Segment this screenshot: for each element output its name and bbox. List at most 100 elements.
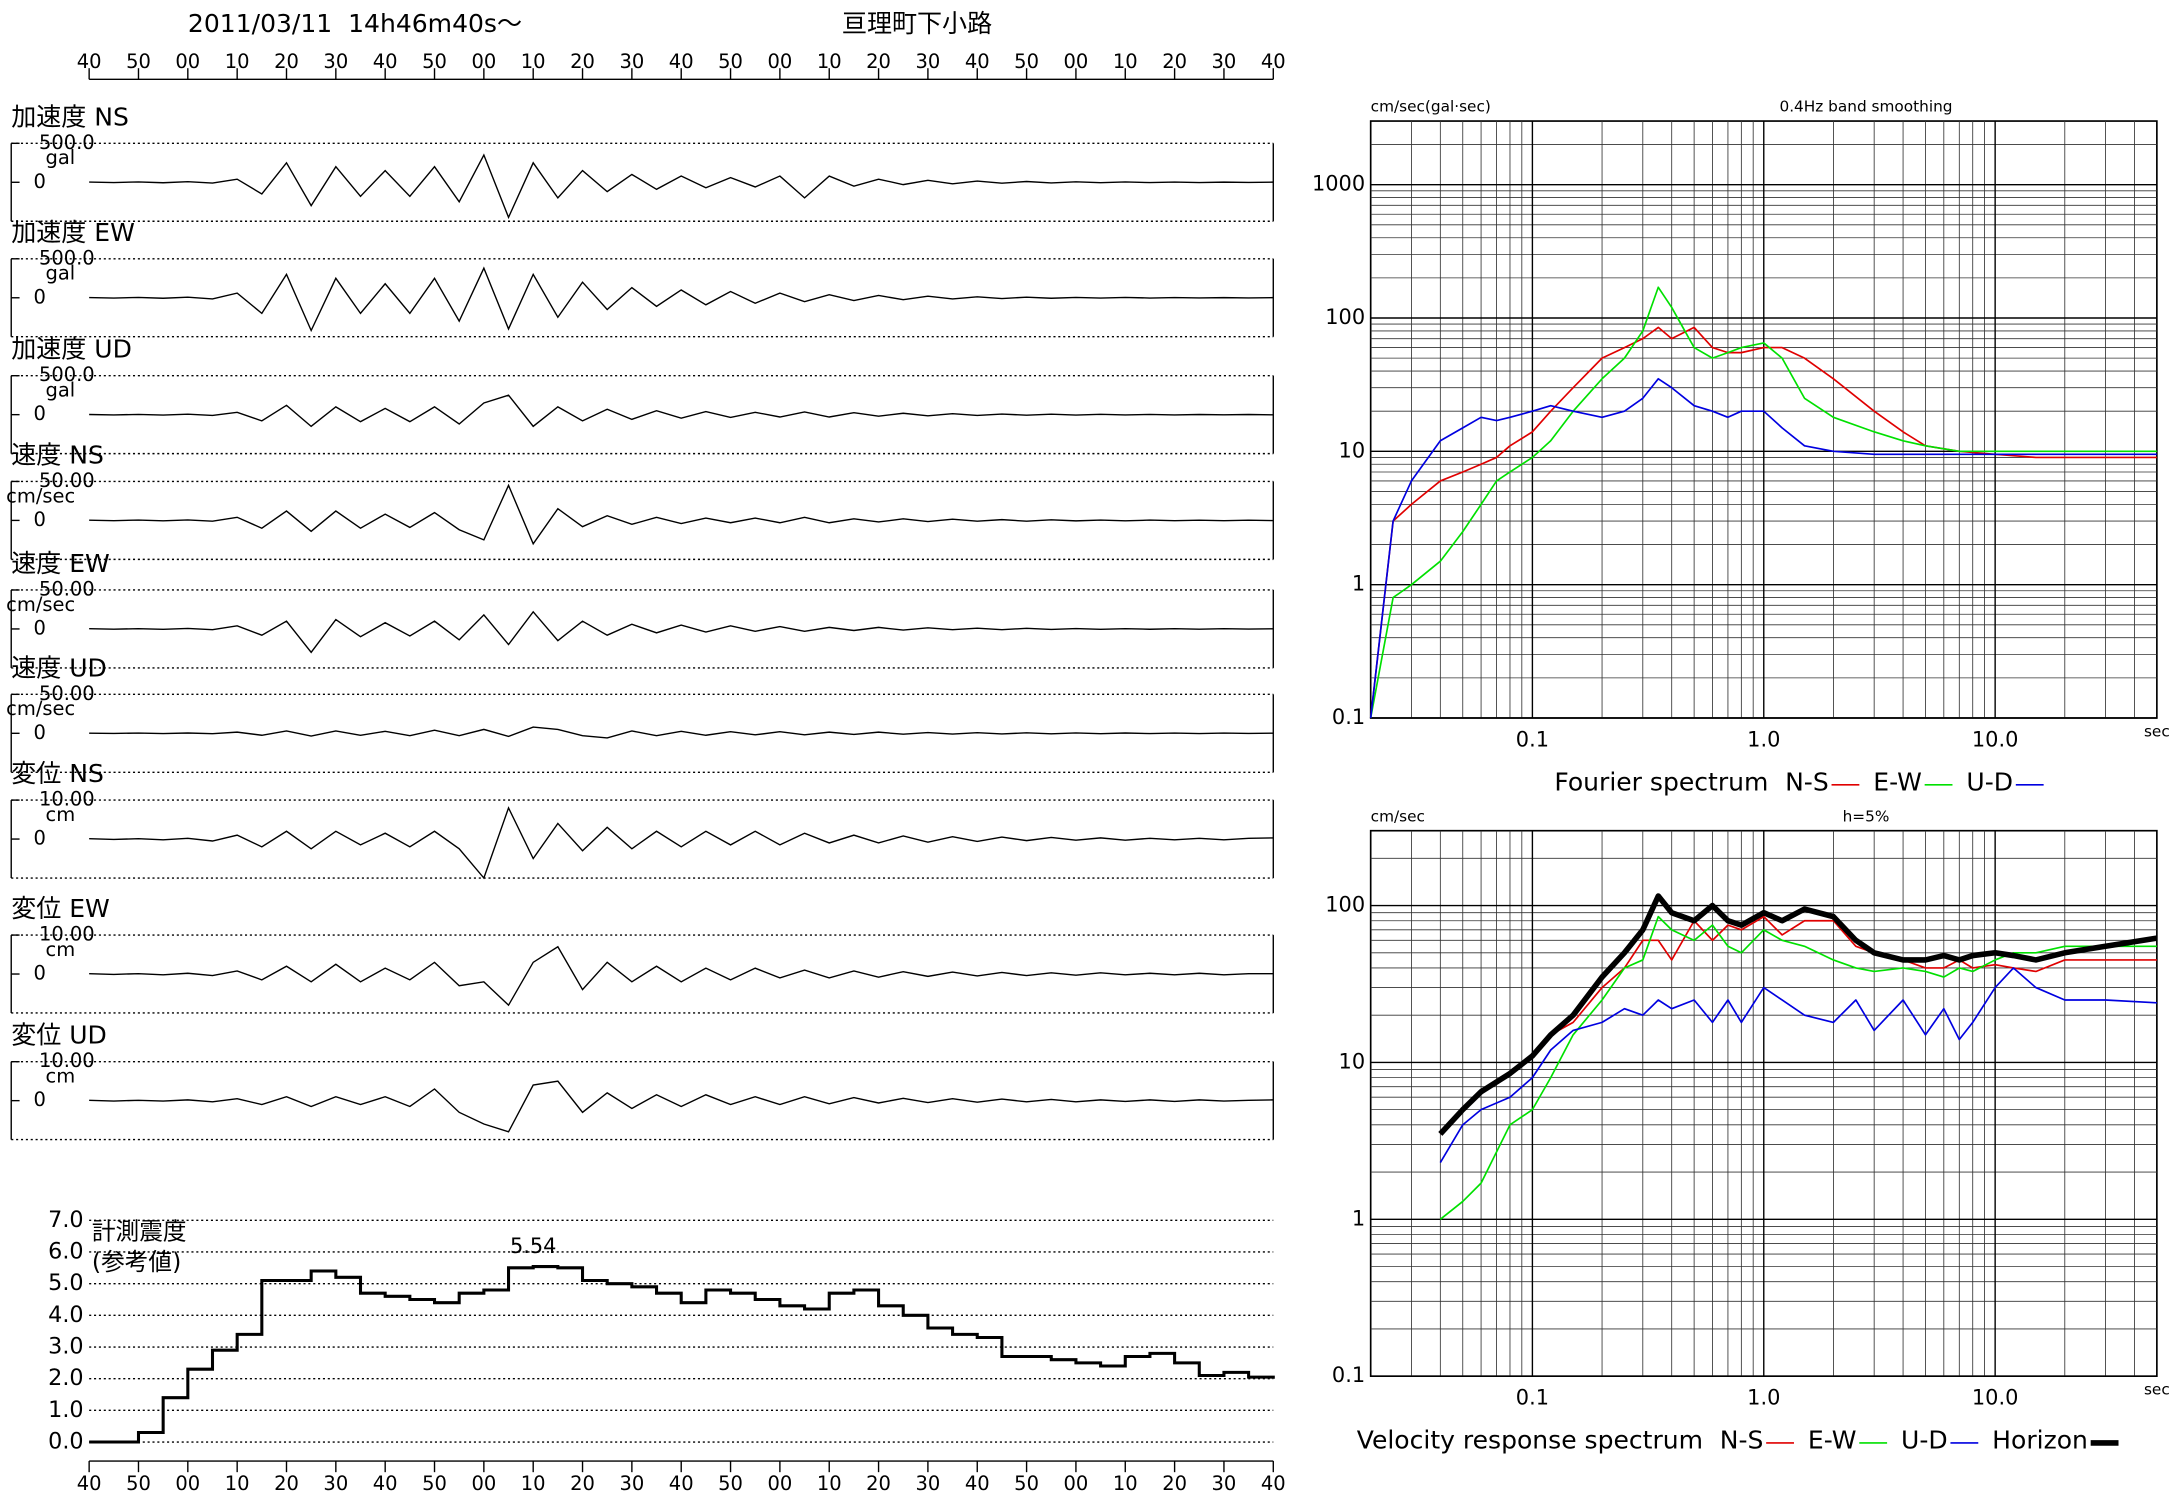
x-tick-label: 10 (817, 50, 842, 73)
y-tick-label: 50.00 (39, 682, 95, 705)
trace-label: 速度 NS (11, 440, 104, 469)
spectrum-line (1369, 377, 2157, 719)
x-tick-label: 30 (323, 50, 348, 73)
x-tick-label: 50 (718, 50, 743, 73)
unit-label: gal (46, 379, 76, 402)
x-tick-label: 20 (570, 1472, 595, 1495)
x-tick-label: 50 (422, 50, 447, 73)
x-tick-label: 1.0 (1747, 727, 1780, 751)
trace-label: 加速度 UD (11, 335, 132, 364)
x-tick-label: 30 (323, 1472, 348, 1495)
x-tick-label: 40 (1261, 1472, 1286, 1495)
y-tick-label: 0 (33, 616, 45, 639)
legend-label: Horizon (1992, 1426, 2088, 1455)
y-tick-label: 500.0 (39, 363, 95, 386)
y-tick-label: 0.1 (1332, 1363, 1365, 1387)
x-tick-label: 20 (274, 1472, 299, 1495)
unit-label: cm/sec (6, 593, 75, 616)
x-tick-label: 50 (718, 1472, 743, 1495)
x-tick-label: 40 (669, 1472, 694, 1495)
x-tick-label: 40 (373, 50, 398, 73)
x-tick-label: 40 (77, 50, 102, 73)
x-tick-label: 50 (1014, 1472, 1039, 1495)
y-tick-label: 0 (33, 402, 45, 425)
waveform-trace (89, 610, 1274, 654)
x-tick-label: 10 (225, 1472, 250, 1495)
y-tick-label: 1.0 (48, 1397, 83, 1423)
x-tick-label: 30 (916, 1472, 941, 1495)
waveform-trace (89, 266, 1274, 333)
unit-label: cm (46, 938, 76, 961)
x-tick-label: 30 (1212, 1472, 1237, 1495)
chart-caption: Fourier spectrum (1554, 767, 1768, 796)
x-tick-label: 00 (175, 50, 200, 73)
x-tick-label: 10 (1113, 50, 1138, 73)
y-tick-label: 0 (33, 1088, 45, 1111)
chart-title: h=5% (1843, 807, 1890, 825)
trace-label: 加速度 NS (11, 102, 129, 131)
x-axis-unit: sec (2144, 722, 2170, 740)
x-tick-label: 10.0 (1972, 727, 2018, 751)
x-tick-label: 50 (126, 1472, 151, 1495)
x-tick-label: 10.0 (1972, 1385, 2018, 1409)
record-datetime: 2011/03/11 14h46m40s～ (188, 9, 522, 38)
y-tick-label: 10 (1339, 438, 1366, 462)
spectrum-line (1369, 286, 2157, 719)
legend-label: U-D (1901, 1426, 1948, 1455)
waveform-trace (89, 153, 1274, 220)
trace-label: 変位 NS (11, 759, 104, 788)
x-tick-label: 50 (1014, 50, 1039, 73)
y-tick-label: 50.00 (39, 469, 95, 492)
waveform-trace (89, 1080, 1274, 1133)
x-tick-label: 20 (1162, 50, 1187, 73)
station-name: 亘理町下小路 (842, 9, 992, 38)
spectrum-line (1438, 893, 2158, 1136)
x-tick-label: 10 (225, 50, 250, 73)
waveform-trace (89, 806, 1274, 880)
y-tick-label: 0 (33, 721, 45, 744)
unit-label: cm (46, 1064, 76, 1087)
legend-label: E-W (1873, 767, 1922, 796)
x-tick-label: 20 (1162, 1472, 1187, 1495)
spectrum-line (1439, 915, 2157, 1220)
x-tick-label: 50 (422, 1472, 447, 1495)
x-tick-label: 00 (1064, 1472, 1089, 1495)
x-tick-label: 30 (1212, 50, 1237, 73)
y-tick-label: 100 (1325, 305, 1365, 329)
x-tick-label: 0.1 (1516, 727, 1549, 751)
x-tick-label: 40 (965, 1472, 990, 1495)
x-axis-unit: sec (2144, 1381, 2170, 1399)
y-tick-label: 50.00 (39, 577, 95, 600)
x-tick-label: 10 (1113, 1472, 1138, 1495)
y-axis-label: cm/sec(gal·sec) (1371, 98, 1491, 116)
x-tick-label: 10 (521, 1472, 546, 1495)
waveform-trace (89, 394, 1274, 428)
y-tick-label: 10.00 (39, 923, 95, 946)
intensity-line (89, 1265, 1275, 1444)
legend-label: E-W (1808, 1426, 1857, 1455)
x-tick-label: 20 (866, 50, 891, 73)
y-tick-label: 6.0 (48, 1238, 83, 1264)
y-tick-label: 0.1 (1332, 705, 1365, 729)
x-tick-label: 10 (817, 1472, 842, 1495)
x-tick-label: 40 (669, 50, 694, 73)
y-tick-label: 0 (33, 962, 45, 985)
x-tick-label: 20 (570, 50, 595, 73)
y-tick-label: 1 (1352, 572, 1365, 596)
y-tick-label: 0 (33, 827, 45, 850)
x-tick-label: 0.1 (1516, 1385, 1549, 1409)
legend-label: N-S (1785, 767, 1829, 796)
y-tick-label: 7.0 (48, 1207, 83, 1233)
trace-label: 変位 EW (11, 894, 110, 923)
y-tick-label: 10.00 (39, 1049, 95, 1072)
y-tick-label: 0 (33, 170, 45, 193)
unit-label: cm/sec (6, 484, 75, 507)
y-tick-label: 0 (33, 508, 45, 531)
peak-label: 5.54 (510, 1234, 556, 1258)
trace-label: 速度 EW (11, 549, 110, 578)
waveform-trace (89, 726, 1274, 739)
chart-title: (参考値) (92, 1248, 181, 1276)
x-tick-label: 40 (77, 1472, 102, 1495)
